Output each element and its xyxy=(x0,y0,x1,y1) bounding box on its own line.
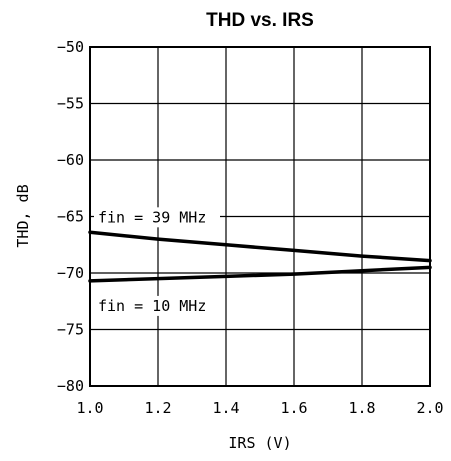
x-tick-label: 1.4 xyxy=(212,399,239,417)
chart-title: THD vs. IRS xyxy=(206,10,314,31)
x-tick-label: 1.2 xyxy=(144,399,171,417)
annotation-bg xyxy=(94,295,220,316)
series-label: fin = 10 MHz xyxy=(98,297,206,315)
x-axis-label: IRS (V) xyxy=(228,434,291,452)
y-tick-labels: −50 −55 −60 −65 −70 −75 −80 xyxy=(57,38,84,395)
x-tick-label: 2.0 xyxy=(416,399,443,417)
series-line xyxy=(88,230,432,263)
plot-frame xyxy=(89,46,431,387)
series-annotations: fin = 39 MHz fin = 10 MHz xyxy=(94,207,220,316)
y-axis-label: THD, dB xyxy=(14,184,32,247)
y-tick-label: −55 xyxy=(57,95,84,113)
x-tick-label: 1.8 xyxy=(348,399,375,417)
y-tick-label: −60 xyxy=(57,151,84,169)
y-tick-label: −75 xyxy=(57,321,84,339)
x-tick-label: 1.6 xyxy=(280,399,307,417)
series-group xyxy=(88,230,432,283)
y-tick-label: −50 xyxy=(57,38,84,56)
y-tick-label: −80 xyxy=(57,377,84,395)
series-label: fin = 39 MHz xyxy=(98,208,206,226)
x-tick-label: 1.0 xyxy=(76,399,103,417)
y-tick-label: −70 xyxy=(57,264,84,282)
annotation-bg xyxy=(94,207,220,228)
y-tick-label: −65 xyxy=(57,208,84,226)
series-line xyxy=(88,265,432,283)
x-tick-labels: 1.0 1.2 1.4 1.6 1.8 2.0 xyxy=(76,399,443,417)
